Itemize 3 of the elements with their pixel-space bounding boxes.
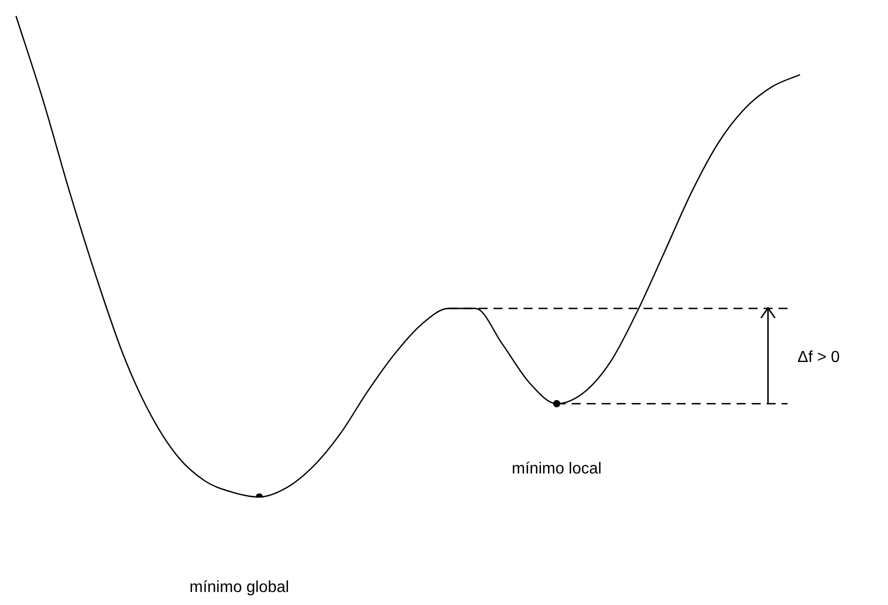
annotation: mínimo local — [512, 460, 602, 478]
annotation: Δf > 0 — [798, 349, 840, 366]
text: mínimo global — [190, 579, 290, 596]
